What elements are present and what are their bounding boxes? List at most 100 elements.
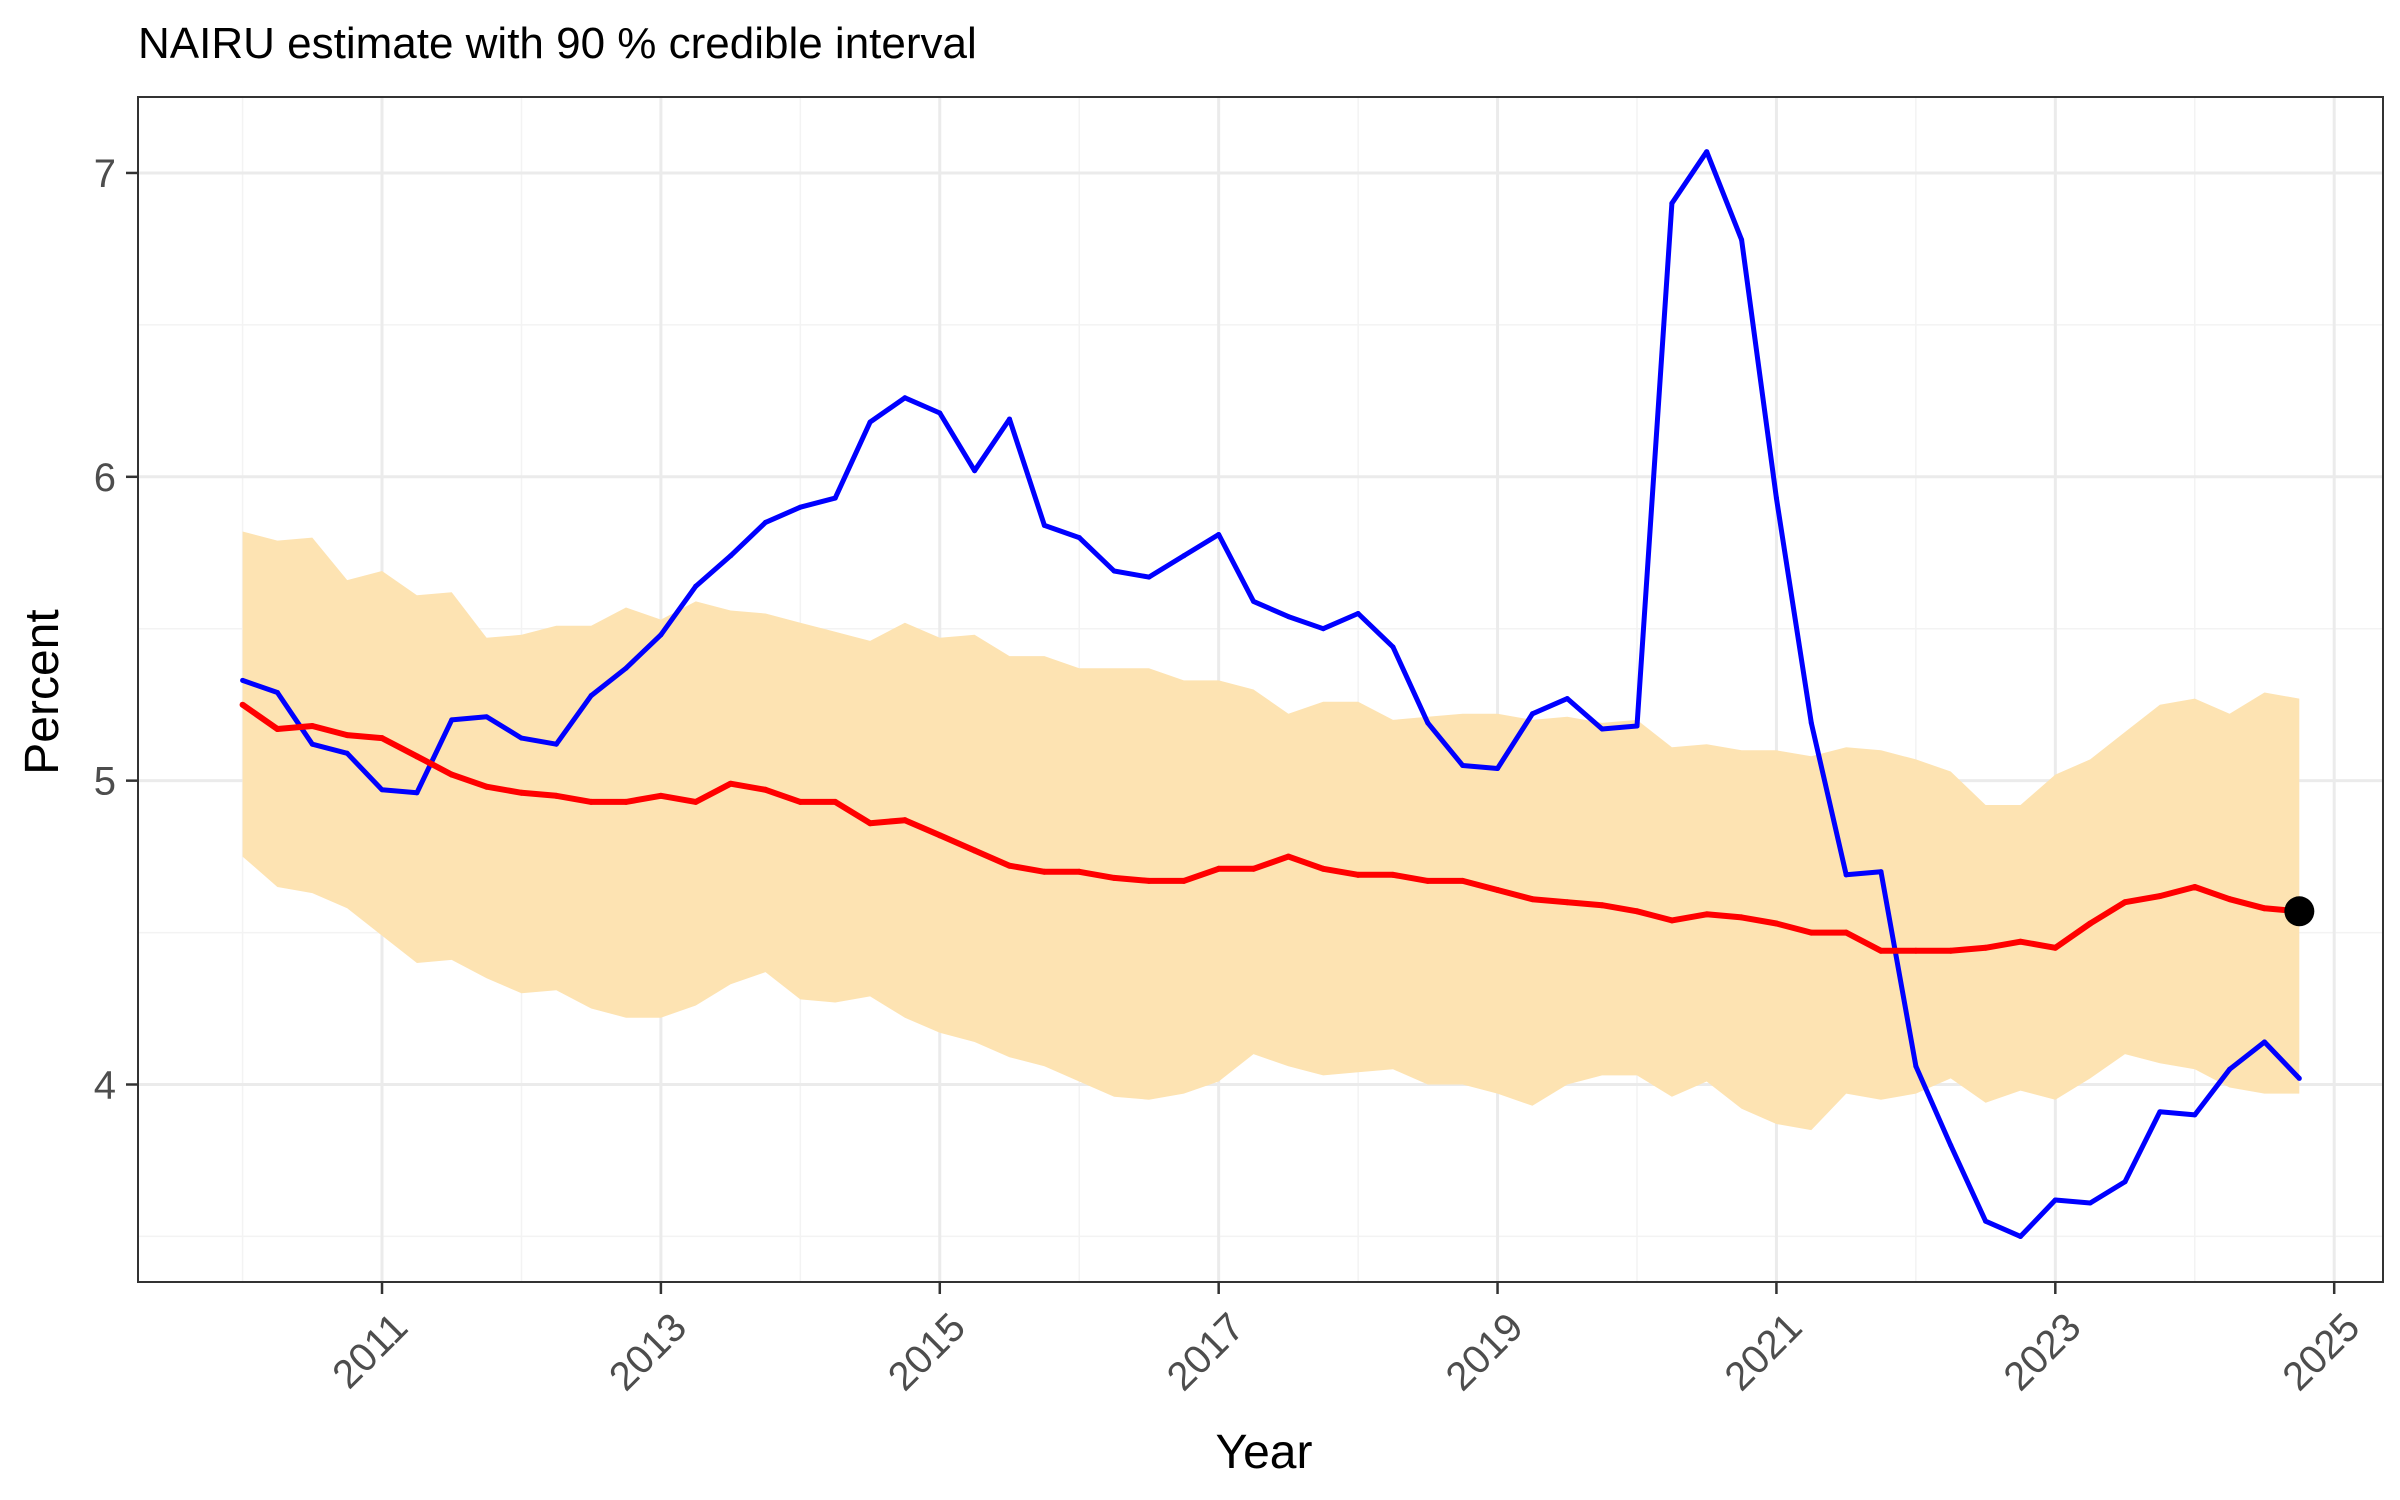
nairu-point [1912,947,1919,954]
unemployment-point [937,410,943,416]
unemployment-point [1320,626,1326,632]
nairu-point [1843,929,1850,936]
nairu-point [518,789,525,796]
x-axis: 2011 2013 2015 2017 2019 2021 2023 2025 [324,1282,2368,1399]
nairu-point [727,780,734,787]
unemployment-point [1564,696,1570,702]
x-tick-label: 2023 [1995,1305,2089,1399]
unemployment-point [2052,1197,2058,1203]
y-axis: 4 5 6 7 [94,152,138,1108]
x-tick-label: 2013 [601,1305,695,1399]
unemployment-point [2087,1200,2093,1206]
unemployment-point [274,690,280,696]
nairu-point [1494,887,1501,894]
unemployment-point [1704,149,1710,155]
x-tick-label: 2025 [2274,1305,2368,1399]
y-tick-label: 7 [94,152,116,196]
unemployment-point [1216,532,1222,538]
unemployment-point [2157,1109,2163,1115]
unemployment-point [1878,869,1884,875]
nairu-point [2122,899,2129,906]
nairu-point [1947,947,1954,954]
unemployment-point [1390,644,1396,650]
unemployment-point [797,504,803,510]
unemployment-point [1285,614,1291,620]
unemployment-point [1529,711,1535,717]
unemployment-points [240,149,2302,1239]
nairu-point [1599,902,1606,909]
unemployment-point [1146,574,1152,580]
nairu-point [1633,908,1640,915]
unemployment-point [379,787,385,793]
nairu-point [274,726,281,732]
nairu-point [1703,911,1710,918]
unemployment-point [2192,1112,2198,1118]
nairu-point [1215,865,1222,872]
x-tick-label: 2021 [1717,1305,1811,1399]
unemployment-point [1251,598,1257,604]
nairu-point [1808,929,1815,936]
nairu-point [901,817,908,824]
nairu-point [448,771,455,778]
x-axis-title: Year [1216,1426,1313,1479]
x-tick-label: 2015 [880,1305,974,1399]
nairu-point [1180,877,1187,884]
nairu-point [2017,938,2024,945]
nairu-point [2087,920,2094,927]
unemployment-point [553,741,559,747]
unemployment-point [1983,1218,1989,1224]
unemployment-point [309,741,315,747]
unemployment-point [762,519,768,525]
nairu-point [623,798,630,805]
nairu-point [867,820,874,827]
nairu-point [1076,868,1083,875]
nairu-point [1145,877,1152,884]
unemployment-point [484,714,490,720]
unemployment-line [241,149,2302,1239]
nairu-point [553,792,560,799]
y-tick-label: 6 [94,456,116,500]
unemployment-point [449,717,455,723]
unemployment-point [693,583,699,589]
unemployment-point [2017,1233,2023,1239]
unemployment-point [2296,1075,2302,1081]
y-axis-title: Percent [16,609,69,774]
nairu-point [1564,899,1571,906]
nairu-point [344,732,351,739]
nairu-point [1250,865,1257,872]
nairu-point [1006,862,1013,869]
nairu-point [1041,868,1048,875]
nairu-point [1982,944,1989,951]
nairu-point [936,832,943,839]
nairu-point [2156,893,2163,900]
y-tick-label: 5 [94,760,116,804]
x-tick-label: 2011 [324,1305,416,1397]
nairu-point [2052,944,2059,951]
unemployment-point [1599,726,1605,732]
nairu-point [1355,871,1362,878]
nairu-points [239,701,2303,954]
x-tick-label: 2017 [1159,1305,1253,1399]
panel-border [137,96,2384,1283]
unemployment-point [728,553,734,559]
nairu-point [2261,905,2268,912]
latest-nairu-point [2284,896,2315,927]
unemployment-point [1948,1142,1954,1148]
unemployment-point [1773,495,1779,501]
unemployment-point [1913,1063,1919,1069]
nairu-point [379,735,386,742]
nairu-point [797,798,804,805]
x-tick-label: 2019 [1438,1305,1532,1399]
unemployment-point [1076,535,1082,541]
unemployment-point [1041,522,1047,528]
nairu-point [483,783,490,790]
unemployment-point [1460,762,1466,768]
unemployment-point [414,790,420,796]
unemployment-point [623,665,629,671]
nairu-point [657,792,664,799]
nairu-point [762,786,769,793]
unemployment-point [1843,872,1849,878]
nairu-point [413,753,420,760]
